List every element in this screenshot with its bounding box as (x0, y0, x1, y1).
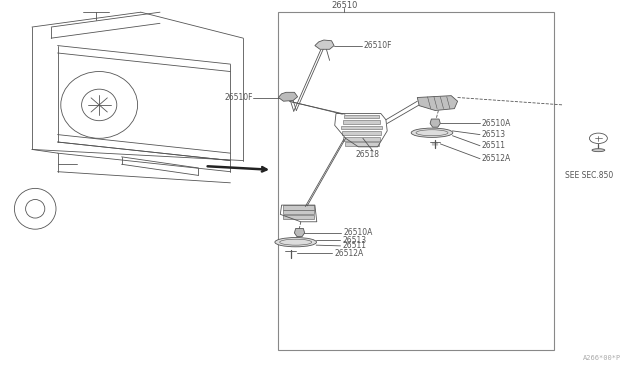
Text: 26512A: 26512A (481, 154, 511, 163)
Ellipse shape (275, 238, 316, 247)
Ellipse shape (592, 149, 605, 152)
Text: 26513: 26513 (342, 236, 367, 245)
Text: SEE SEC.850: SEE SEC.850 (564, 171, 613, 180)
Polygon shape (278, 92, 298, 101)
Bar (344, 142, 379, 146)
Text: A266*00*P: A266*00*P (582, 355, 621, 361)
Text: 26513: 26513 (481, 130, 506, 139)
Text: 26511: 26511 (342, 241, 366, 250)
Bar (342, 131, 381, 135)
Bar (283, 205, 314, 209)
Bar (343, 137, 380, 141)
Text: 26518: 26518 (355, 150, 379, 159)
Text: 26510A: 26510A (481, 119, 511, 128)
Bar (344, 115, 379, 118)
Ellipse shape (412, 128, 453, 137)
Text: 26512A: 26512A (334, 249, 364, 258)
Polygon shape (294, 228, 305, 237)
Text: 26510F: 26510F (364, 41, 392, 50)
Bar (343, 120, 380, 124)
Bar (283, 210, 314, 214)
Bar (283, 215, 314, 219)
Bar (341, 126, 382, 129)
Text: 26510F: 26510F (224, 93, 253, 102)
Polygon shape (430, 119, 440, 127)
Polygon shape (417, 96, 458, 110)
Text: 26510: 26510 (331, 1, 358, 10)
Text: 26510A: 26510A (343, 228, 372, 237)
Bar (278, 12, 554, 350)
Text: 26511: 26511 (481, 141, 506, 150)
Polygon shape (315, 40, 334, 49)
